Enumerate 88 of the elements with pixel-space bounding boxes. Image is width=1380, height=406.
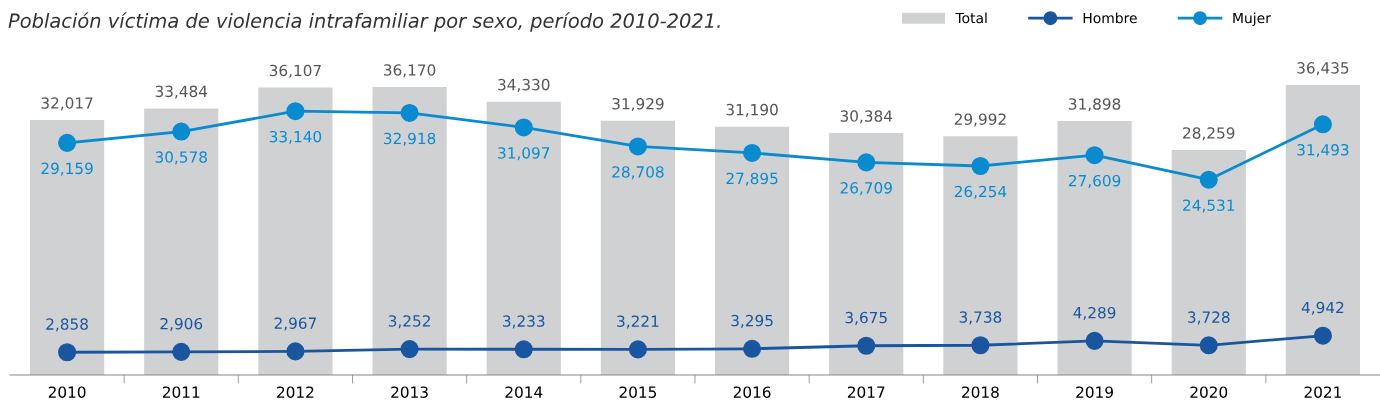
data-label: 36,170 <box>384 64 436 78</box>
bar <box>600 120 676 375</box>
data-label: 27,609 <box>1068 174 1121 189</box>
data-label: 3,221 <box>617 315 659 329</box>
data-label: 3,675 <box>845 311 887 325</box>
data-label: 4,942 <box>1301 301 1344 315</box>
data-label: 29,992 <box>954 113 1006 127</box>
point <box>400 103 419 122</box>
data-label: 28,259 <box>1183 127 1235 141</box>
data-label: 36,435 <box>1297 62 1349 76</box>
point <box>400 340 419 359</box>
bar <box>829 133 904 375</box>
data-label: 34,330 <box>498 78 550 92</box>
point <box>1199 336 1218 355</box>
data-label: 2,967 <box>274 317 316 331</box>
data-label: 30,384 <box>840 110 893 124</box>
x-tick-label: 2012 <box>277 386 314 398</box>
bar <box>372 87 447 375</box>
data-label: 30,578 <box>155 151 207 165</box>
data-label: 3,233 <box>503 315 545 329</box>
legend-label: Mujer <box>1233 12 1271 26</box>
point <box>286 342 305 361</box>
data-label: 4,289 <box>1073 306 1116 321</box>
point <box>971 156 990 176</box>
data-label: 26,254 <box>954 185 1007 199</box>
point <box>857 153 876 172</box>
data-label: 27,895 <box>726 172 778 186</box>
x-tick-label: 2016 <box>733 386 771 398</box>
point <box>1313 115 1332 134</box>
point <box>743 339 762 358</box>
bar <box>1171 150 1246 375</box>
point <box>1313 326 1332 345</box>
point <box>1085 331 1104 350</box>
x-tick-label: 2017 <box>847 386 885 398</box>
bar <box>258 87 333 375</box>
data-label: 28,708 <box>612 166 664 180</box>
point <box>628 137 647 156</box>
x-tick-label: 2021 <box>1304 386 1341 398</box>
legend-label: Hombre <box>1083 12 1137 24</box>
point <box>971 336 990 355</box>
x-tick-label: 2014 <box>505 386 543 398</box>
data-label: 31,898 <box>1069 98 1121 112</box>
x-tick-label: 2019 <box>1076 386 1113 398</box>
x-tick-label: 2013 <box>391 386 428 398</box>
data-label: 31,929 <box>612 97 664 112</box>
point <box>1199 170 1218 189</box>
x-tick-label: 2020 <box>1190 386 1228 398</box>
data-label: 33,140 <box>269 130 322 145</box>
data-label: 3,738 <box>959 311 1002 325</box>
bar <box>1285 84 1361 375</box>
bar <box>714 126 790 375</box>
point <box>172 122 191 141</box>
data-label: 31,493 <box>1297 144 1349 158</box>
bar <box>144 108 219 375</box>
x-tick-label: 2018 <box>962 386 999 398</box>
bar <box>943 136 1018 375</box>
point <box>514 118 533 137</box>
data-label: 3,252 <box>388 315 430 329</box>
point <box>857 336 876 355</box>
data-label: 2,858 <box>46 318 88 332</box>
point <box>514 340 533 359</box>
data-label: 36,107 <box>269 64 321 78</box>
bar <box>29 120 105 375</box>
bar <box>486 101 561 375</box>
data-label: 33,484 <box>155 85 208 99</box>
data-label: 26,709 <box>840 182 892 196</box>
data-label: 31,190 <box>726 103 778 117</box>
x-tick-label: 2015 <box>619 386 657 398</box>
data-label: 3,295 <box>731 314 773 328</box>
point <box>58 133 77 152</box>
point <box>286 102 305 121</box>
data-label: 2,906 <box>160 317 203 332</box>
point <box>1085 146 1104 165</box>
x-tick-label: 2010 <box>48 386 86 398</box>
point <box>628 340 647 359</box>
data-label: 29,159 <box>41 162 93 176</box>
point <box>172 342 191 361</box>
point <box>743 143 762 162</box>
x-tick-label: 2011 <box>162 386 200 398</box>
chart-title: Población víctima de violencia intrafamiliar por sexo, período 2010-2021. <box>8 12 720 32</box>
data-label: 32,017 <box>41 97 93 111</box>
legend-label: Total <box>955 12 987 24</box>
data-label: 32,918 <box>384 132 436 146</box>
data-label: 31,097 <box>498 147 550 161</box>
data-label: 3,728 <box>1188 311 1230 325</box>
bar <box>1057 121 1132 375</box>
data-label: 24,531 <box>1183 199 1235 213</box>
point <box>58 343 77 362</box>
